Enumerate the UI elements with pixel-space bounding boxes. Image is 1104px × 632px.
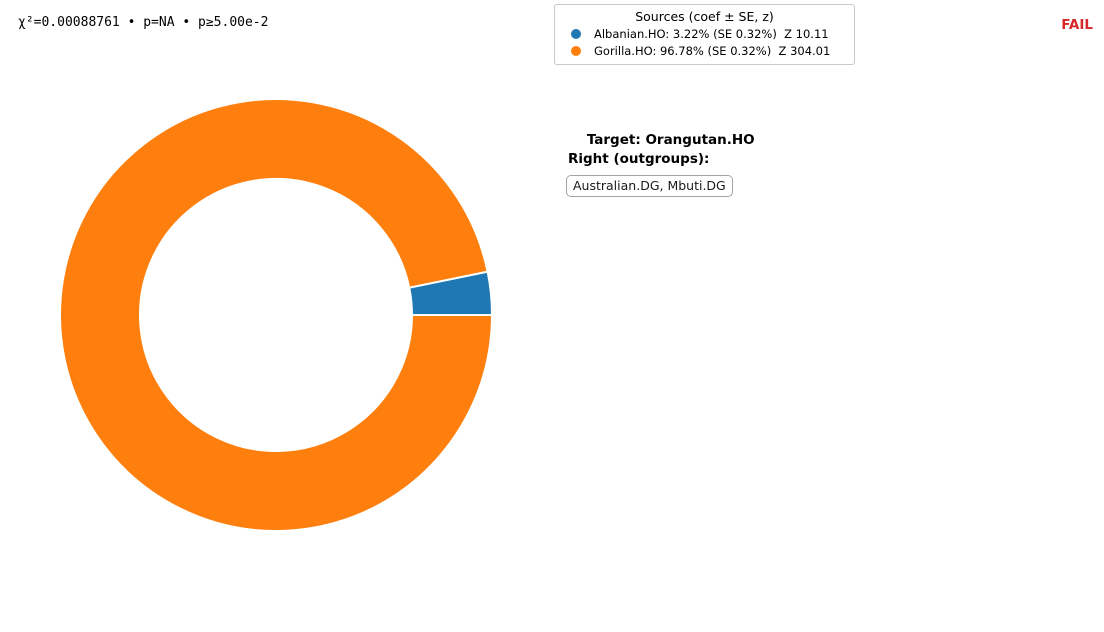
status-badge: FAIL: [1061, 17, 1093, 33]
legend-marker-icon: [571, 46, 581, 57]
outgroups-value-box: Australian.DG, Mbuti.DG: [566, 175, 733, 197]
legend-entry: Albanian.HO: 3.22% (SE 0.32%) Z 10.11: [561, 25, 848, 43]
legend-entry-label: Albanian.HO: 3.22% (SE 0.32%) Z 10.11: [594, 26, 829, 41]
legend-entries: Albanian.HO: 3.22% (SE 0.32%) Z 10.11 Gor…: [561, 25, 848, 60]
donut-slice-gorilla-ho: [59, 98, 493, 533]
target-line: Target: Orangutan.HO: [568, 116, 755, 164]
target-value: Orangutan.HO: [645, 132, 755, 148]
legend-entry-label: Gorilla.HO: 96.78% (SE 0.32%) Z 304.01: [594, 44, 831, 59]
target-label: Target:: [586, 132, 641, 148]
fit-statistics-text: χ²=0.00088761 • p=NA • p≥5.00e-2: [18, 15, 269, 30]
legend: Sources (coef ± SE, z) Albanian.HO: 3.22…: [554, 4, 855, 65]
legend-entry: Gorilla.HO: 96.78% (SE 0.32%) Z 304.01: [561, 43, 848, 61]
legend-marker-icon: [571, 28, 581, 39]
legend-title: Sources (coef ± SE, z): [635, 9, 774, 24]
right-outgroups-label: Right (outgroups):: [568, 151, 710, 167]
donut-chart: [59, 98, 493, 533]
